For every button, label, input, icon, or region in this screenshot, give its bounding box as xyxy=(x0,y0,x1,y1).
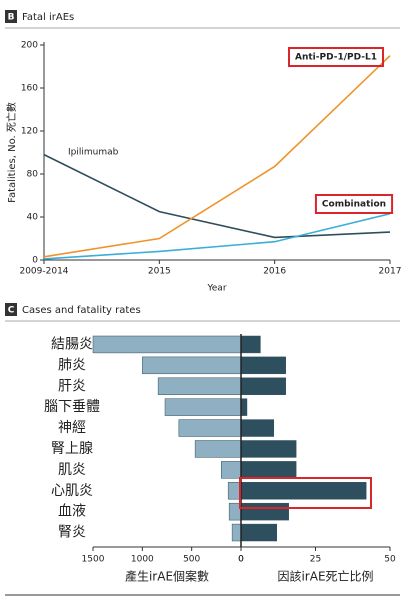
bar xyxy=(194,440,242,458)
category-label: 肌炎 xyxy=(58,462,86,478)
y-tick-label: 40 xyxy=(27,213,39,223)
bar xyxy=(240,502,289,521)
series-line xyxy=(43,153,391,239)
category-label: 腦下垂體 xyxy=(44,399,100,415)
bar xyxy=(240,419,275,437)
y-axis-label: Fatalities, No. 死亡數 xyxy=(5,102,18,203)
x-tick-label: 1000 xyxy=(131,555,154,565)
bar xyxy=(157,377,242,395)
bar xyxy=(142,356,242,375)
category-label: 肝炎 xyxy=(58,378,86,394)
bar xyxy=(178,419,242,437)
bar xyxy=(240,461,297,479)
highlight-box xyxy=(314,194,394,214)
category-label: 結腸炎 xyxy=(51,336,93,352)
x-tick-label: 500 xyxy=(183,555,200,565)
x-tick-label: 2017 xyxy=(379,267,402,277)
series-line xyxy=(43,212,391,260)
bar xyxy=(240,398,248,416)
y-tick-label: 200 xyxy=(21,41,38,51)
panel-badge xyxy=(5,303,17,316)
bar xyxy=(240,482,367,500)
y-tick-label: 0 xyxy=(32,256,38,266)
category-label: 心肌炎 xyxy=(51,483,93,499)
series-label: Combination xyxy=(322,200,386,210)
y-tick-label: 120 xyxy=(21,127,38,137)
panel-letter: B xyxy=(8,13,15,23)
x-tick-label: 25 xyxy=(310,555,321,565)
category-label: 腎上腺 xyxy=(51,441,93,457)
series-label: Anti-PD-1/PD-L1 xyxy=(295,53,377,63)
highlight-box xyxy=(239,477,372,509)
series-line xyxy=(43,55,391,258)
bar xyxy=(221,461,242,479)
y-tick-label: 160 xyxy=(21,84,38,94)
panel-letter: C xyxy=(8,306,15,316)
category-label: 血液 xyxy=(58,504,86,520)
bar xyxy=(231,523,242,542)
x-tick-label: 50 xyxy=(384,555,396,565)
panel-title: Fatal irAEs xyxy=(22,12,74,23)
x-tick-label: 2016 xyxy=(263,267,286,277)
x-tick-label: 0 xyxy=(238,555,244,565)
panel-badge xyxy=(5,10,17,23)
category-label: 腎炎 xyxy=(58,525,86,541)
x-tick-label: 0 xyxy=(238,555,244,565)
bar xyxy=(240,356,286,375)
panel-title: Cases and fatality rates xyxy=(22,305,141,316)
x-tick-label: 2015 xyxy=(148,267,171,277)
x-tick-label: 1500 xyxy=(82,555,105,565)
bar xyxy=(240,440,297,458)
category-label: 肺炎 xyxy=(58,357,86,373)
bar xyxy=(240,377,286,395)
bar xyxy=(240,523,278,542)
y-tick-label: 80 xyxy=(27,170,39,180)
bar xyxy=(164,398,242,416)
x-axis-label: 產生irAE個案數 xyxy=(125,569,209,584)
highlight-box xyxy=(288,47,384,67)
bar xyxy=(92,335,242,354)
x-axis-label: Year xyxy=(206,284,226,294)
series-label: Ipilimumab xyxy=(68,148,119,158)
bar xyxy=(240,335,261,354)
category-label: 神經 xyxy=(58,420,86,436)
x-axis-label: 因該irAE死亡比例 xyxy=(277,569,373,584)
x-tick-label: 2009-2014 xyxy=(19,267,68,277)
